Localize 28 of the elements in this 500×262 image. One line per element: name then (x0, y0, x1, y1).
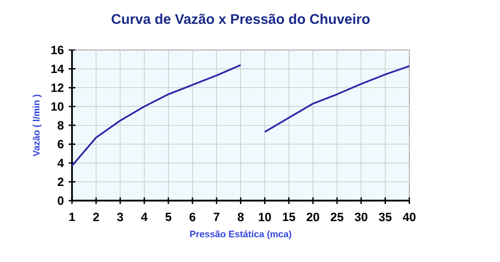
y-tick-label: 14 (51, 64, 64, 73)
x-tick-label: 30 (354, 212, 368, 222)
x-tick-label: 35 (378, 212, 392, 222)
x-tick-label: 10 (258, 212, 271, 222)
y-tick-label: 0 (58, 196, 64, 205)
x-tick-label: 15 (282, 212, 296, 222)
x-tick-label: 2 (93, 212, 99, 222)
y-tick-label: 6 (58, 140, 64, 148)
x-tick-label: 1 (69, 212, 75, 221)
y-tick-label: 16 (51, 46, 64, 54)
x-tick-label: 25 (330, 212, 344, 222)
y-tick-label: 4 (57, 158, 64, 168)
x-axis-title: Pressão Estática (mca) (190, 230, 292, 240)
y-tick-label: 2 (58, 178, 64, 186)
x-tick-label: 20 (306, 212, 320, 222)
x-tick-label: 8 (238, 212, 244, 222)
y-tick-label: 12 (51, 83, 64, 92)
chart-title: Curva de Vazão x Pressão do Chuveiro (112, 14, 370, 24)
y-axis-title: Vazão ( l/min ) (32, 94, 42, 156)
x-tick-label: 7 (214, 212, 220, 221)
x-tick-label: 6 (190, 212, 196, 222)
x-tick-label: 5 (165, 212, 172, 222)
line-series (264, 65, 410, 133)
y-tick-label: 10 (51, 102, 64, 111)
y-tick-label: 8 (58, 121, 64, 130)
x-tick-label: 40 (402, 212, 416, 222)
x-tick-label: 3 (117, 212, 124, 222)
x-tick-label: 4 (141, 212, 148, 221)
